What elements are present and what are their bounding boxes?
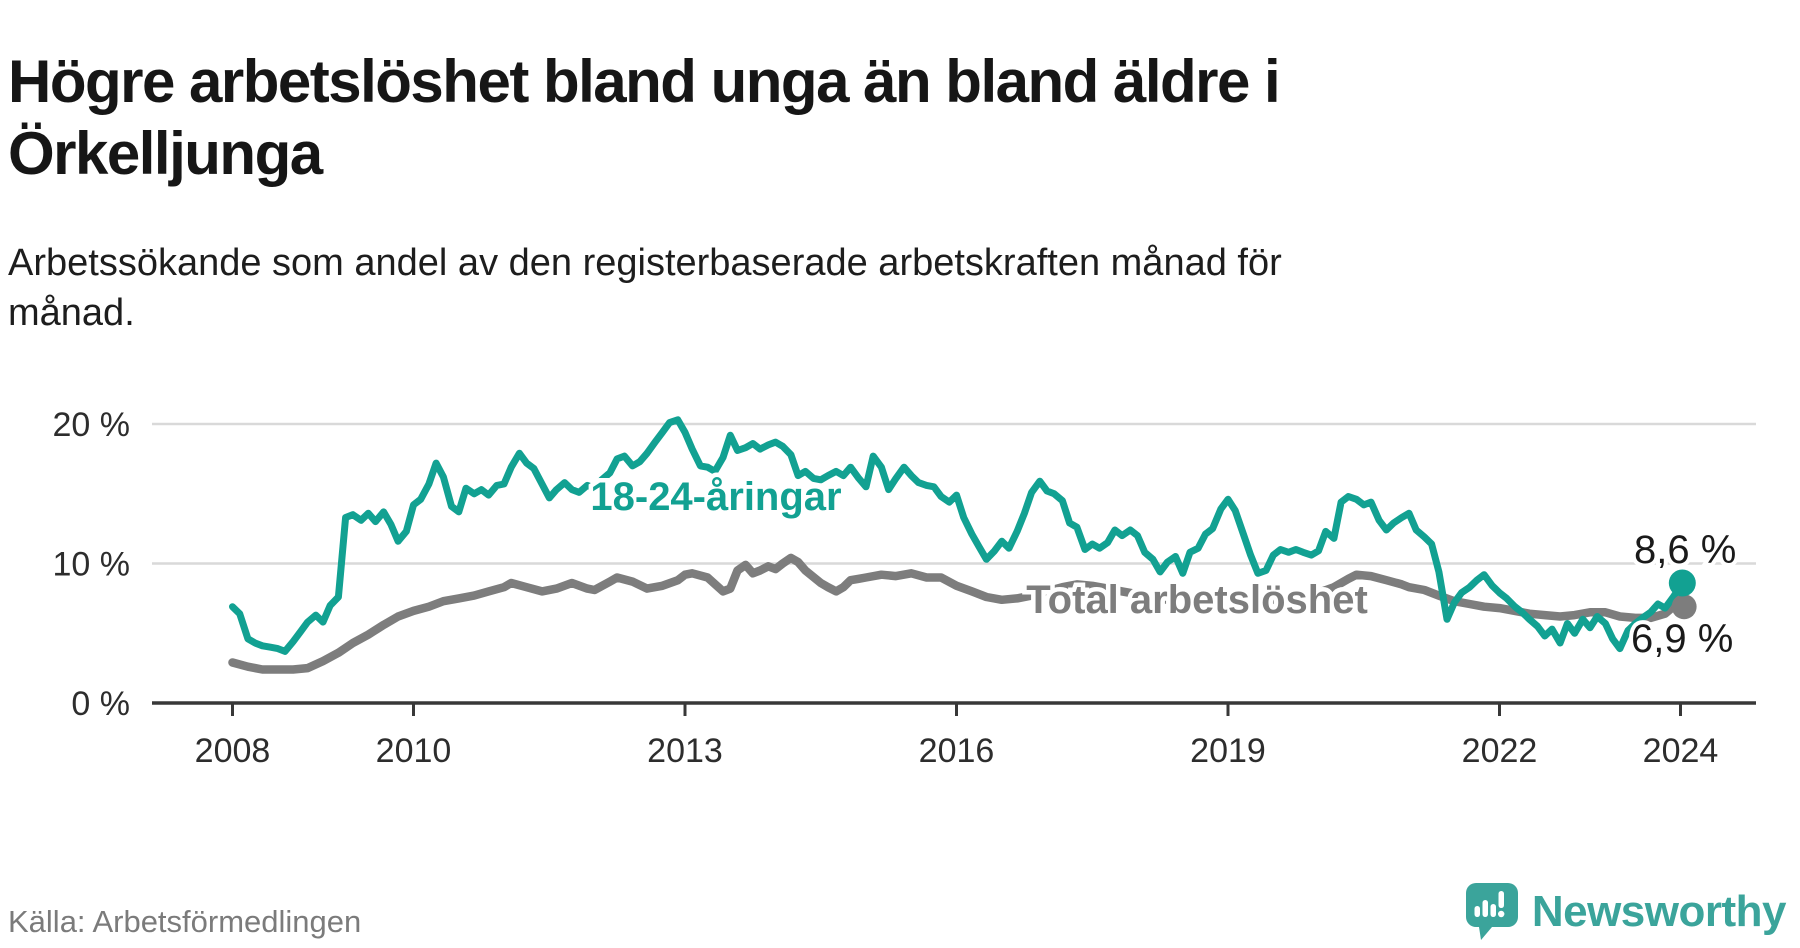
end-dot-young xyxy=(1668,569,1696,597)
chart-subtitle: Arbetssökande som andel av den registerb… xyxy=(8,242,1282,335)
x-tick-label: 2019 xyxy=(1190,732,1266,770)
source-note: Källa: Arbetsförmedlingen xyxy=(8,904,362,939)
line-total xyxy=(228,553,1689,674)
newsworthy-logo: Newsworthy xyxy=(1465,883,1787,940)
x-tick-label: 2013 xyxy=(647,732,723,770)
series-label-young: 18-24-åringar xyxy=(590,475,841,519)
x-tick-label: 2008 xyxy=(195,732,271,770)
x-tick-label: 2024 xyxy=(1643,732,1719,770)
x-tick-label: 2022 xyxy=(1462,732,1538,770)
newsworthy-wordmark: Newsworthy xyxy=(1531,886,1787,936)
y-tick-label: 0 % xyxy=(71,685,130,723)
end-dot-total xyxy=(1671,594,1697,620)
newsworthy-speech-bubble-chart-icon xyxy=(1465,883,1518,940)
series-label-total: Total arbetslöshet xyxy=(1026,578,1368,622)
y-tick-label: 20 % xyxy=(53,406,131,444)
end-value-label-young: 8,6 % xyxy=(1634,528,1736,572)
end-value-label-total: 6,9 % xyxy=(1631,617,1733,661)
page-title: Högre arbetslöshet bland unga än bland ä… xyxy=(8,48,1281,188)
line-young xyxy=(229,416,1686,655)
x-tick-label: 2016 xyxy=(919,732,995,770)
y-tick-label: 10 % xyxy=(53,546,131,584)
x-tick-label: 2010 xyxy=(376,732,452,770)
